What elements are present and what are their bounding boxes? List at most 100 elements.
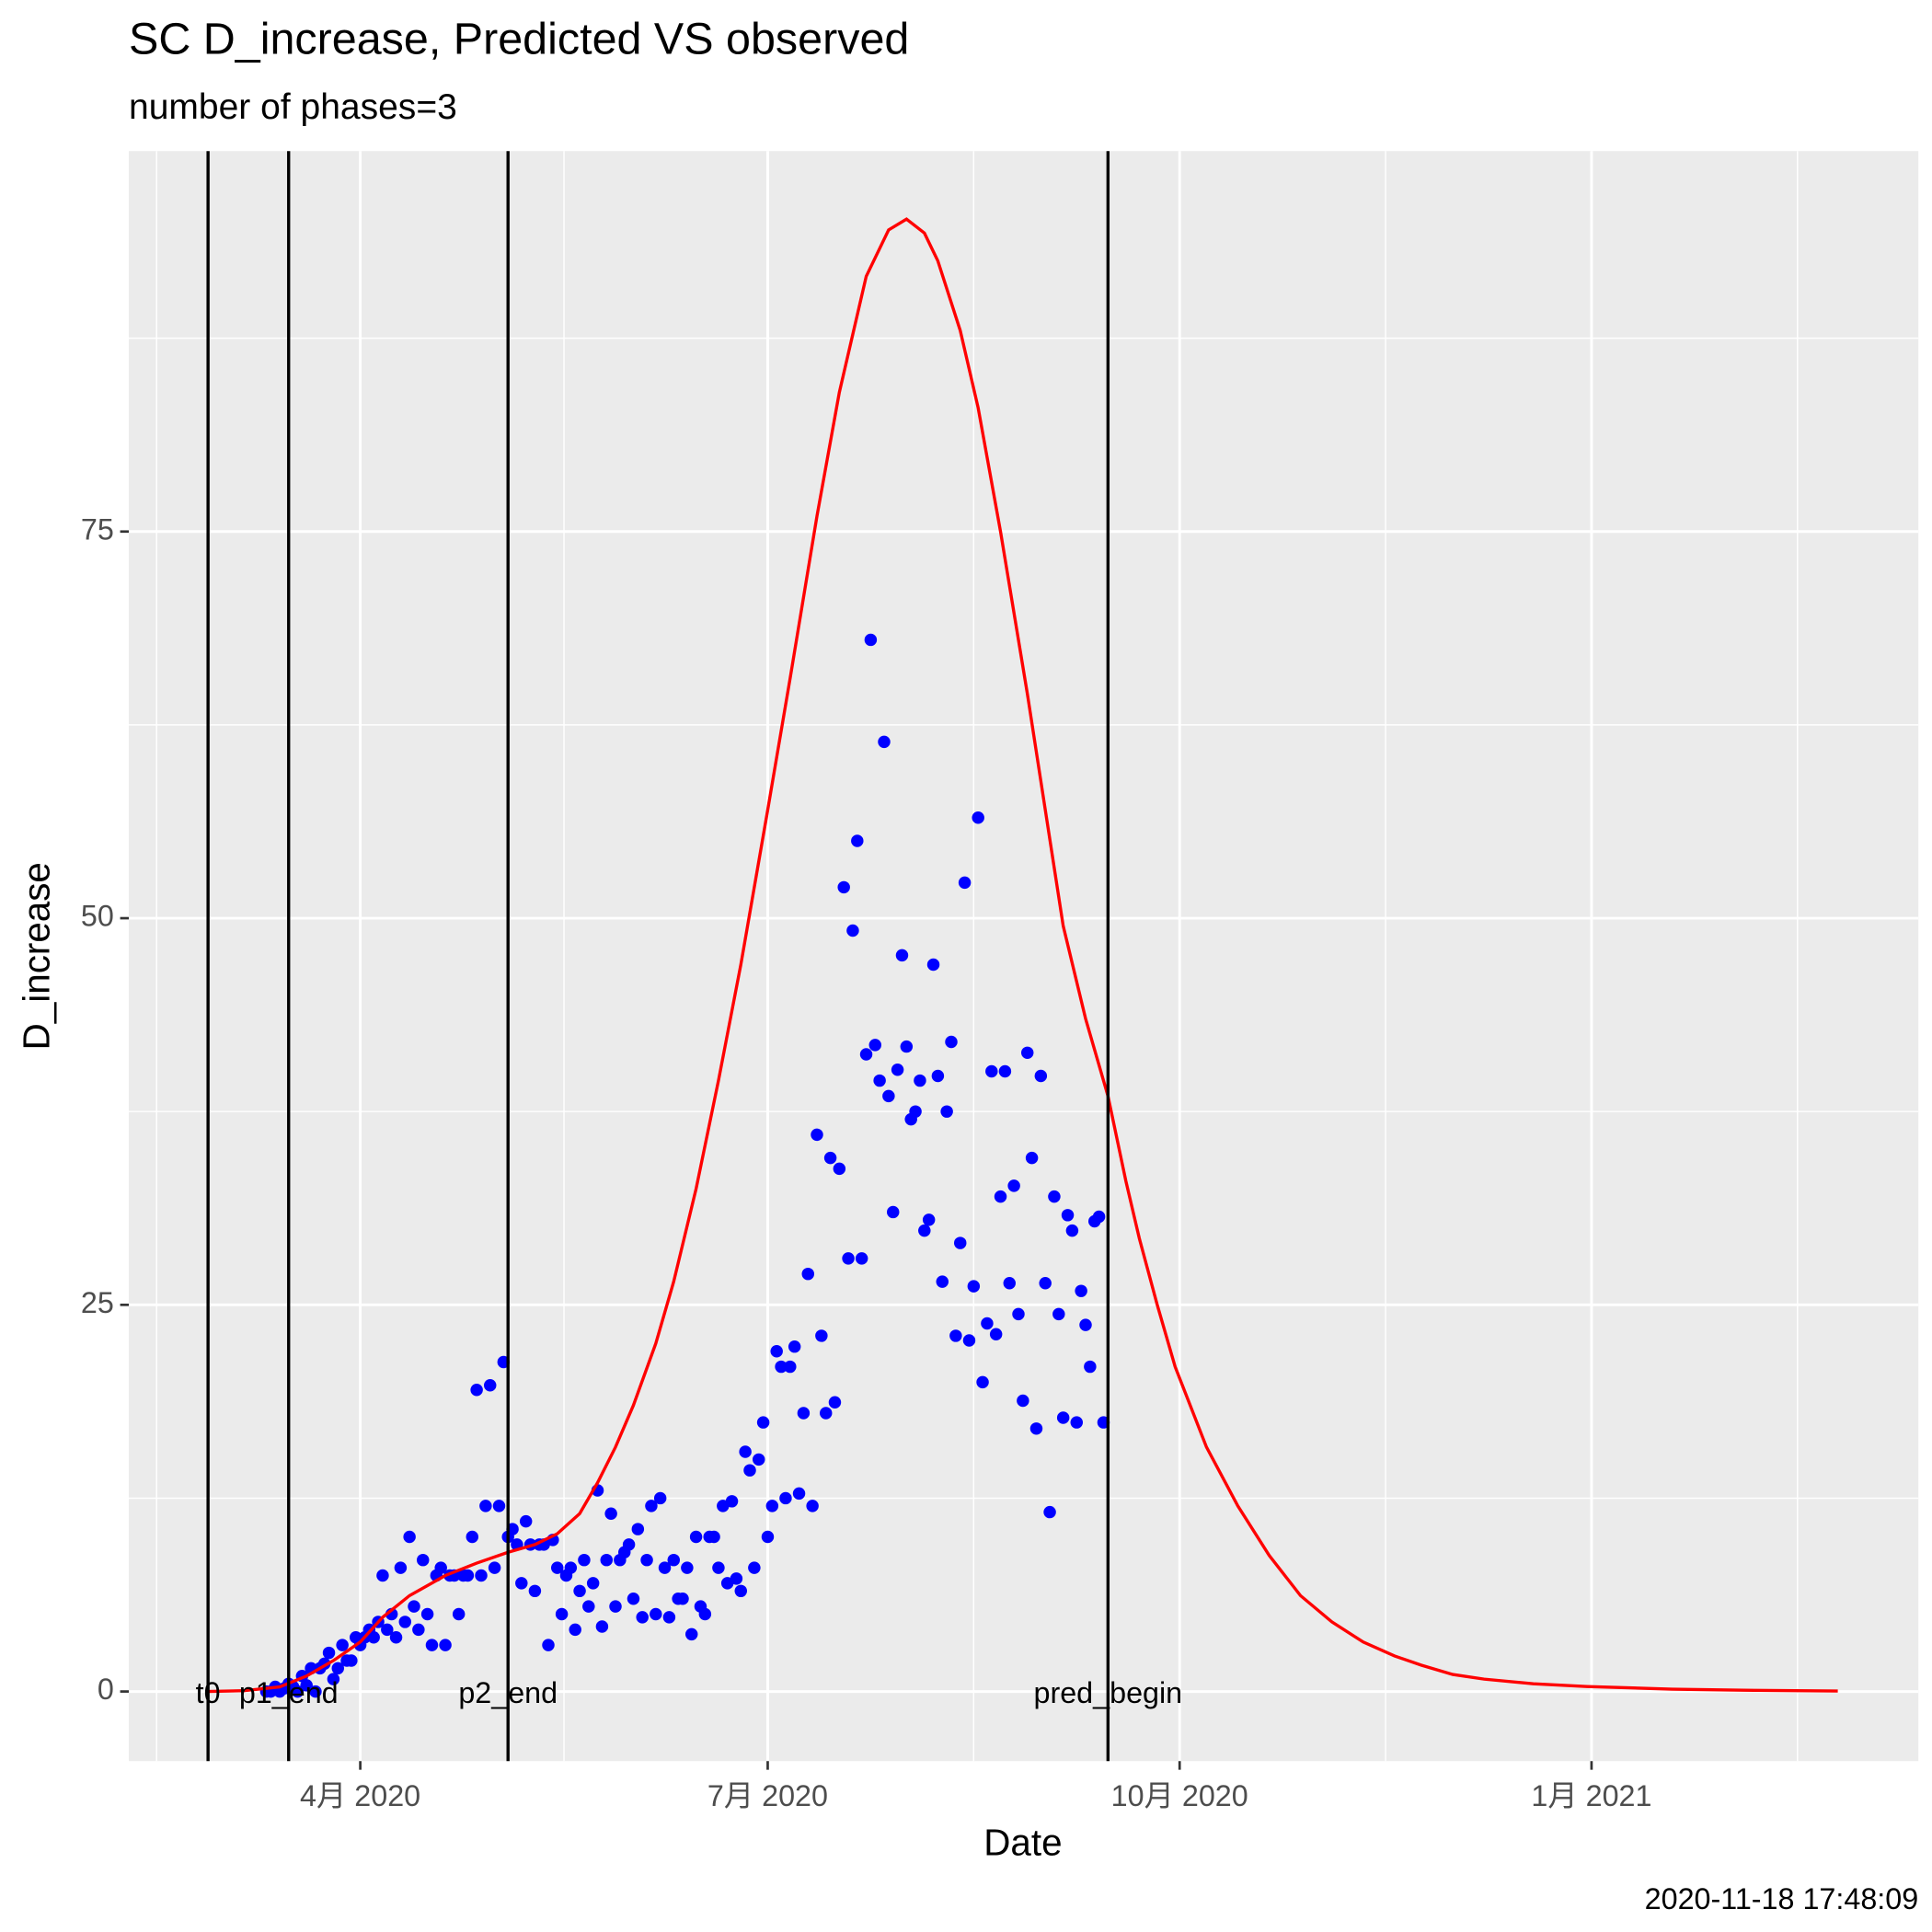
chart-subtitle: number of phases=3 bbox=[129, 87, 457, 127]
data-point bbox=[725, 1495, 739, 1508]
data-point bbox=[1012, 1307, 1025, 1321]
data-point bbox=[962, 1334, 976, 1347]
data-point bbox=[452, 1607, 466, 1621]
data-point bbox=[748, 1561, 761, 1574]
data-point bbox=[855, 1252, 868, 1265]
y-tick-label: 25 bbox=[81, 1286, 114, 1319]
data-point bbox=[972, 811, 984, 824]
data-point bbox=[900, 1040, 914, 1053]
predicted-line bbox=[208, 217, 1838, 1694]
data-point bbox=[914, 1074, 926, 1087]
data-point bbox=[891, 1064, 904, 1076]
data-point bbox=[846, 924, 859, 937]
data-point bbox=[470, 1384, 483, 1397]
data-point bbox=[765, 1500, 779, 1512]
data-point bbox=[309, 1685, 322, 1698]
data-point bbox=[1092, 1210, 1106, 1224]
data-point bbox=[555, 1607, 569, 1621]
x-tick-label: 4月 2020 bbox=[300, 1779, 420, 1812]
data-point bbox=[811, 1128, 823, 1142]
data-point bbox=[609, 1600, 622, 1613]
data-point bbox=[926, 958, 940, 972]
data-point bbox=[761, 1530, 775, 1544]
data-point bbox=[931, 1069, 945, 1083]
data-point bbox=[551, 1561, 564, 1574]
data-point bbox=[887, 1205, 900, 1219]
data-point bbox=[712, 1561, 725, 1574]
data-point bbox=[336, 1639, 349, 1651]
data-point bbox=[417, 1553, 430, 1567]
data-point bbox=[801, 1267, 814, 1281]
data-point bbox=[1052, 1307, 1065, 1321]
data-point bbox=[631, 1523, 645, 1535]
data-point bbox=[331, 1662, 345, 1675]
data-point bbox=[815, 1329, 828, 1342]
data-point bbox=[994, 1190, 1007, 1203]
chart-title: SC D_increase, Predicted VS observed bbox=[129, 15, 909, 64]
data-point bbox=[367, 1631, 380, 1644]
data-point bbox=[408, 1600, 420, 1613]
data-point bbox=[873, 1074, 886, 1087]
data-point bbox=[797, 1407, 811, 1420]
x-tick-label: 10月 2020 bbox=[1111, 1779, 1248, 1812]
data-point bbox=[792, 1487, 806, 1501]
data-point bbox=[1043, 1505, 1056, 1519]
data-point bbox=[779, 1491, 792, 1505]
data-point bbox=[753, 1453, 765, 1466]
data-point bbox=[1029, 1422, 1043, 1435]
data-point bbox=[958, 876, 972, 890]
data-point bbox=[1070, 1416, 1083, 1429]
data-point bbox=[488, 1561, 501, 1574]
data-point bbox=[569, 1623, 581, 1637]
data-point bbox=[1039, 1277, 1052, 1290]
data-point bbox=[788, 1340, 801, 1353]
data-point bbox=[922, 1213, 936, 1226]
x-tick-label: 1月 2021 bbox=[1531, 1779, 1651, 1812]
data-point bbox=[1056, 1411, 1070, 1424]
data-point bbox=[327, 1673, 340, 1685]
data-point bbox=[542, 1639, 555, 1651]
data-point bbox=[381, 1623, 394, 1637]
data-point bbox=[515, 1577, 528, 1590]
y-axis-title: D_increase bbox=[16, 862, 58, 1050]
phase-label: p1_end bbox=[239, 1676, 339, 1709]
data-point bbox=[1048, 1190, 1061, 1203]
data-point bbox=[1079, 1318, 1092, 1331]
data-point bbox=[667, 1553, 680, 1567]
data-point bbox=[1034, 1069, 1048, 1083]
data-point bbox=[582, 1600, 595, 1613]
data-point bbox=[573, 1584, 586, 1598]
data-point bbox=[420, 1607, 434, 1621]
data-point bbox=[300, 1679, 313, 1692]
data-point bbox=[954, 1236, 967, 1249]
data-point bbox=[918, 1224, 931, 1237]
data-point bbox=[833, 1162, 846, 1176]
data-point bbox=[412, 1623, 425, 1637]
data-point bbox=[1075, 1284, 1087, 1297]
data-point bbox=[627, 1592, 640, 1605]
data-point bbox=[345, 1654, 358, 1667]
data-point bbox=[622, 1538, 636, 1551]
data-point bbox=[864, 633, 878, 647]
data-point bbox=[291, 1685, 305, 1698]
data-point bbox=[519, 1514, 533, 1528]
data-point bbox=[878, 735, 891, 749]
data-point bbox=[985, 1064, 998, 1078]
phase-label: p2_end bbox=[458, 1676, 558, 1709]
data-point bbox=[586, 1577, 600, 1590]
data-point bbox=[806, 1500, 819, 1512]
data-point bbox=[828, 1396, 842, 1409]
data-point bbox=[698, 1607, 712, 1621]
data-point bbox=[730, 1572, 743, 1585]
data-point bbox=[1003, 1277, 1016, 1290]
data-point bbox=[425, 1639, 439, 1651]
data-point bbox=[842, 1252, 855, 1265]
data-point bbox=[823, 1151, 837, 1165]
data-point bbox=[466, 1530, 479, 1544]
data-point bbox=[739, 1445, 752, 1458]
data-point bbox=[564, 1561, 578, 1574]
data-point bbox=[640, 1553, 653, 1567]
data-point bbox=[578, 1553, 591, 1567]
data-point bbox=[479, 1500, 492, 1512]
